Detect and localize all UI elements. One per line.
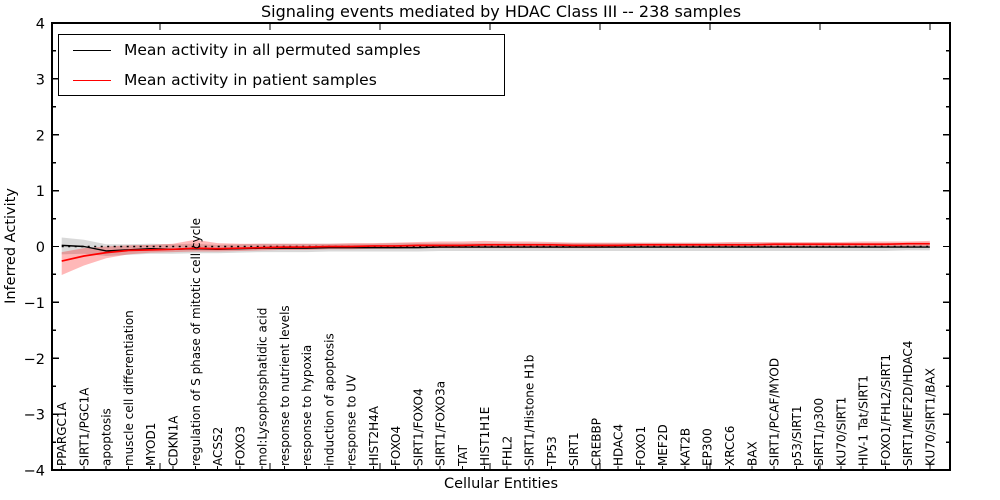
y-tick-label: 3 <box>36 72 45 88</box>
y-tick-label: 0 <box>36 240 45 256</box>
x-tick-label: CREBBP <box>589 418 603 466</box>
x-tick-label: HIST1H1E <box>478 407 492 466</box>
x-tick-label: EP300 <box>701 428 715 466</box>
x-tick-label: KAT2B <box>678 428 692 466</box>
x-tick-label: SIRT1/PGC1A <box>77 387 91 466</box>
legend-line-sample-red <box>73 79 111 81</box>
x-axis-label: Cellular Entities <box>443 476 559 492</box>
legend-label-patient: Mean activity in patient samples <box>124 71 377 89</box>
x-tick-label: KU70/SIRT1/BAX <box>923 368 937 466</box>
y-tick-label: −4 <box>24 464 45 480</box>
x-tick-label: XRCC6 <box>723 426 737 466</box>
x-tick-label: HDAC4 <box>612 424 626 466</box>
x-tick-label: response to nutrient levels <box>278 305 292 466</box>
x-tick-label: KU70/SIRT1 <box>834 397 848 466</box>
x-tick-label: BAX <box>745 441 759 466</box>
x-tick-label: induction of apoptosis <box>322 333 336 466</box>
x-tick-label: TP53 <box>545 436 559 467</box>
x-tick-label: SIRT1/FOXO3a <box>434 381 448 466</box>
x-tick-label: CDKN1A <box>167 415 181 466</box>
x-tick-label: PPARGC1A <box>55 401 69 466</box>
x-tick-label: FHL2 <box>500 436 514 466</box>
x-tick-label: HIV-1 Tat/SIRT1 <box>857 375 871 466</box>
x-tick-label: MYOD1 <box>144 423 158 466</box>
x-tick-label: response to UV <box>345 374 359 466</box>
x-tick-label: FOXO1 <box>634 426 648 466</box>
x-tick-label: TAT <box>456 444 470 467</box>
x-tick-label: response to hypoxia <box>300 345 314 466</box>
y-tick-label: −1 <box>24 296 45 312</box>
legend-line-sample-black <box>73 49 111 51</box>
legend: Mean activity in all permuted samples Me… <box>58 34 505 96</box>
y-tick-label: −3 <box>24 408 45 424</box>
y-tick-label: 1 <box>36 184 45 200</box>
x-tick-label: MEF2D <box>656 424 670 466</box>
y-tick-label: 2 <box>36 128 45 144</box>
x-tick-label: SIRT1/FOXO4 <box>411 388 425 466</box>
x-tick-label: SIRT1/PCAF/MYOD <box>768 358 782 466</box>
legend-item-patient: Mean activity in patient samples <box>59 66 504 95</box>
x-tick-label: FOXO1/FHL2/SIRT1 <box>879 354 893 466</box>
x-tick-label: regulation of S phase of mitotic cell cy… <box>189 218 203 466</box>
legend-label-permuted: Mean activity in all permuted samples <box>124 41 421 59</box>
chart-title: Signaling events mediated by HDAC Class … <box>260 2 742 21</box>
x-tick-label: apoptosis <box>100 408 114 466</box>
series-patient-line <box>61 242 930 262</box>
x-tick-label: mol:Lysophosphatidic acid <box>256 308 270 466</box>
y-tick-label: −2 <box>24 352 45 368</box>
y-tick-label: 4 <box>36 17 45 33</box>
x-tick-label: SIRT1/Histone H1b <box>523 355 537 466</box>
x-tick-label: SIRT1/MEF2D/HDAC4 <box>901 341 915 466</box>
x-tick-label: FOXO4 <box>389 426 403 466</box>
legend-item-permuted: Mean activity in all permuted samples <box>59 36 504 65</box>
x-tick-label: HIST2H4A <box>367 405 381 466</box>
x-tick-label: SIRT1/p300 <box>812 398 826 466</box>
x-tick-label: muscle cell differentiation <box>122 310 136 466</box>
x-tick-label: ACSS2 <box>211 427 225 466</box>
x-tick-label: FOXO3 <box>233 426 247 466</box>
x-tick-label: p53/SIRT1 <box>790 405 804 466</box>
x-tick-label: SIRT1 <box>567 432 581 466</box>
